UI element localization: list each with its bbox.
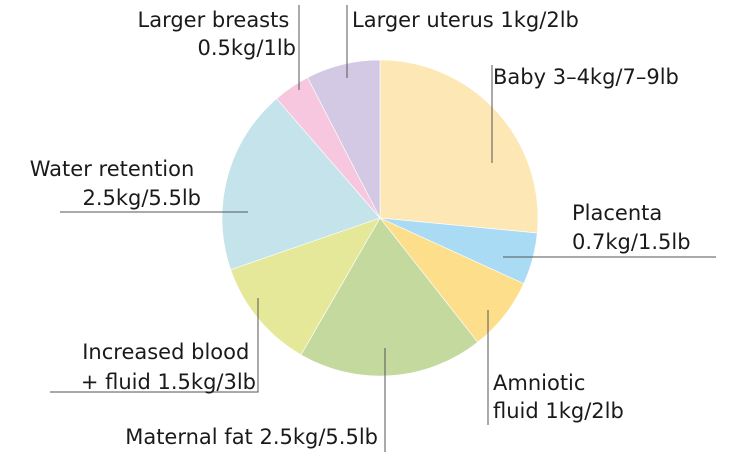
label-increased-blood-line-2: + fluid 1.5kg/3lb	[81, 370, 256, 394]
label-larger-uterus-line-1: Larger uterus 1kg/2lb	[352, 8, 579, 32]
label-baby-line-1: Baby 3–4kg/7–9lb	[493, 65, 679, 89]
label-placenta: Placenta 0.7kg/1.5lb	[572, 201, 691, 254]
label-water-retention-line-1: Water retention	[30, 157, 195, 181]
slice-larger-uterus	[307, 59, 381, 219]
label-amniotic-line-1: Amniotic	[493, 371, 585, 395]
label-maternal-fat: Maternal fat 2.5kg/5.5lb	[125, 425, 378, 449]
leader-line-increased-blood	[50, 298, 259, 393]
label-amniotic-line-2: fluid 1kg/2lb	[493, 399, 624, 423]
leader-lines	[50, 5, 716, 452]
label-placenta-line-2: 0.7kg/1.5lb	[572, 230, 691, 254]
pie-slices	[221, 59, 539, 377]
label-baby: Baby 3–4kg/7–9lb	[493, 65, 679, 89]
label-placenta-line-1: Placenta	[572, 201, 662, 225]
label-larger-breasts-line-2: 0.5kg/1lb	[198, 36, 297, 60]
label-water-retention-line-2: 2.5kg/5.5lb	[82, 186, 201, 210]
label-amniotic-fluid: Amniotic fluid 1kg/2lb	[493, 371, 624, 423]
slice-maternal-fat	[300, 217, 479, 377]
label-larger-breasts-line-1: Larger breasts	[138, 8, 290, 32]
label-water-retention: Water retention 2.5kg/5.5lb	[30, 157, 201, 210]
label-maternal-fat-line-1: Maternal fat 2.5kg/5.5lb	[125, 425, 378, 449]
slice-baby	[379, 59, 539, 234]
label-increased-blood-line-1: Increased blood	[82, 340, 249, 364]
label-larger-breasts: Larger breasts 0.5kg/1lb	[138, 8, 297, 60]
label-increased-blood: Increased blood + fluid 1.5kg/3lb	[81, 340, 256, 394]
slice-water-retention	[221, 98, 381, 271]
label-larger-uterus: Larger uterus 1kg/2lb	[352, 8, 579, 32]
